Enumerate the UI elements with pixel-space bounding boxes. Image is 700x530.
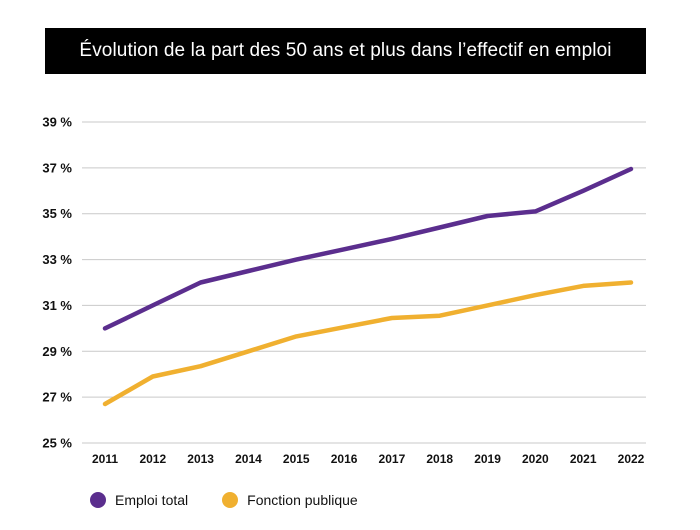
series-lines [102, 166, 634, 407]
x-tick-label: 2013 [187, 452, 214, 466]
legend-item-emploi-total: Emploi total [90, 492, 188, 508]
x-tick-label: 2014 [235, 452, 262, 466]
y-tick-label: 31 % [42, 298, 72, 313]
y-tick-label: 33 % [42, 252, 72, 267]
grid [82, 121, 646, 444]
x-tick-label: 2022 [618, 452, 645, 466]
y-tick-label: 25 % [42, 436, 72, 451]
y-tick-label: 37 % [42, 160, 72, 175]
x-tick-label: 2018 [426, 452, 453, 466]
series-line-fonction-publique [102, 280, 634, 407]
legend-item-fonction-publique: Fonction publique [222, 492, 358, 508]
x-tick-label: 2012 [139, 452, 166, 466]
x-tick-label: 2019 [474, 452, 501, 466]
x-tick-label: 2017 [379, 452, 406, 466]
line-chart: 39 %37 %35 %33 %31 %29 %27 %25 % 2011 201… [42, 115, 646, 466]
x-tick-label: 2011 [92, 452, 118, 466]
x-axis-ticks: 2011 2012 2013 2014 2015 2016 2017 2018 2019 2020… [92, 452, 645, 466]
legend-label-emploi-total: Emploi total [115, 492, 189, 508]
legend-label-fonction-publique: Fonction publique [247, 492, 358, 508]
legend: Emploi total Fonction publique [90, 492, 392, 508]
y-axis-ticks: 39 % 37 % 35 % 33 % 31 % 29 % 27 % 25 % [42, 115, 72, 451]
y-tick-label: 29 % [42, 344, 72, 359]
y-tick-label: 27 % [42, 390, 72, 405]
legend-dot-fonction-publique [222, 492, 239, 508]
x-tick-label: 2015 [283, 452, 310, 466]
y-tick-label: 39 % [42, 115, 72, 130]
legend-dot-emploi-total [90, 492, 106, 508]
chart-title: Évolution de la part des 50 ans et plus … [45, 28, 646, 74]
x-tick-label: 2020 [522, 452, 549, 466]
x-tick-label: 2021 [570, 452, 597, 466]
x-tick-label: 2016 [331, 452, 358, 466]
y-tick-label: 35 % [42, 206, 72, 221]
series-line-emploi-total [102, 166, 634, 331]
